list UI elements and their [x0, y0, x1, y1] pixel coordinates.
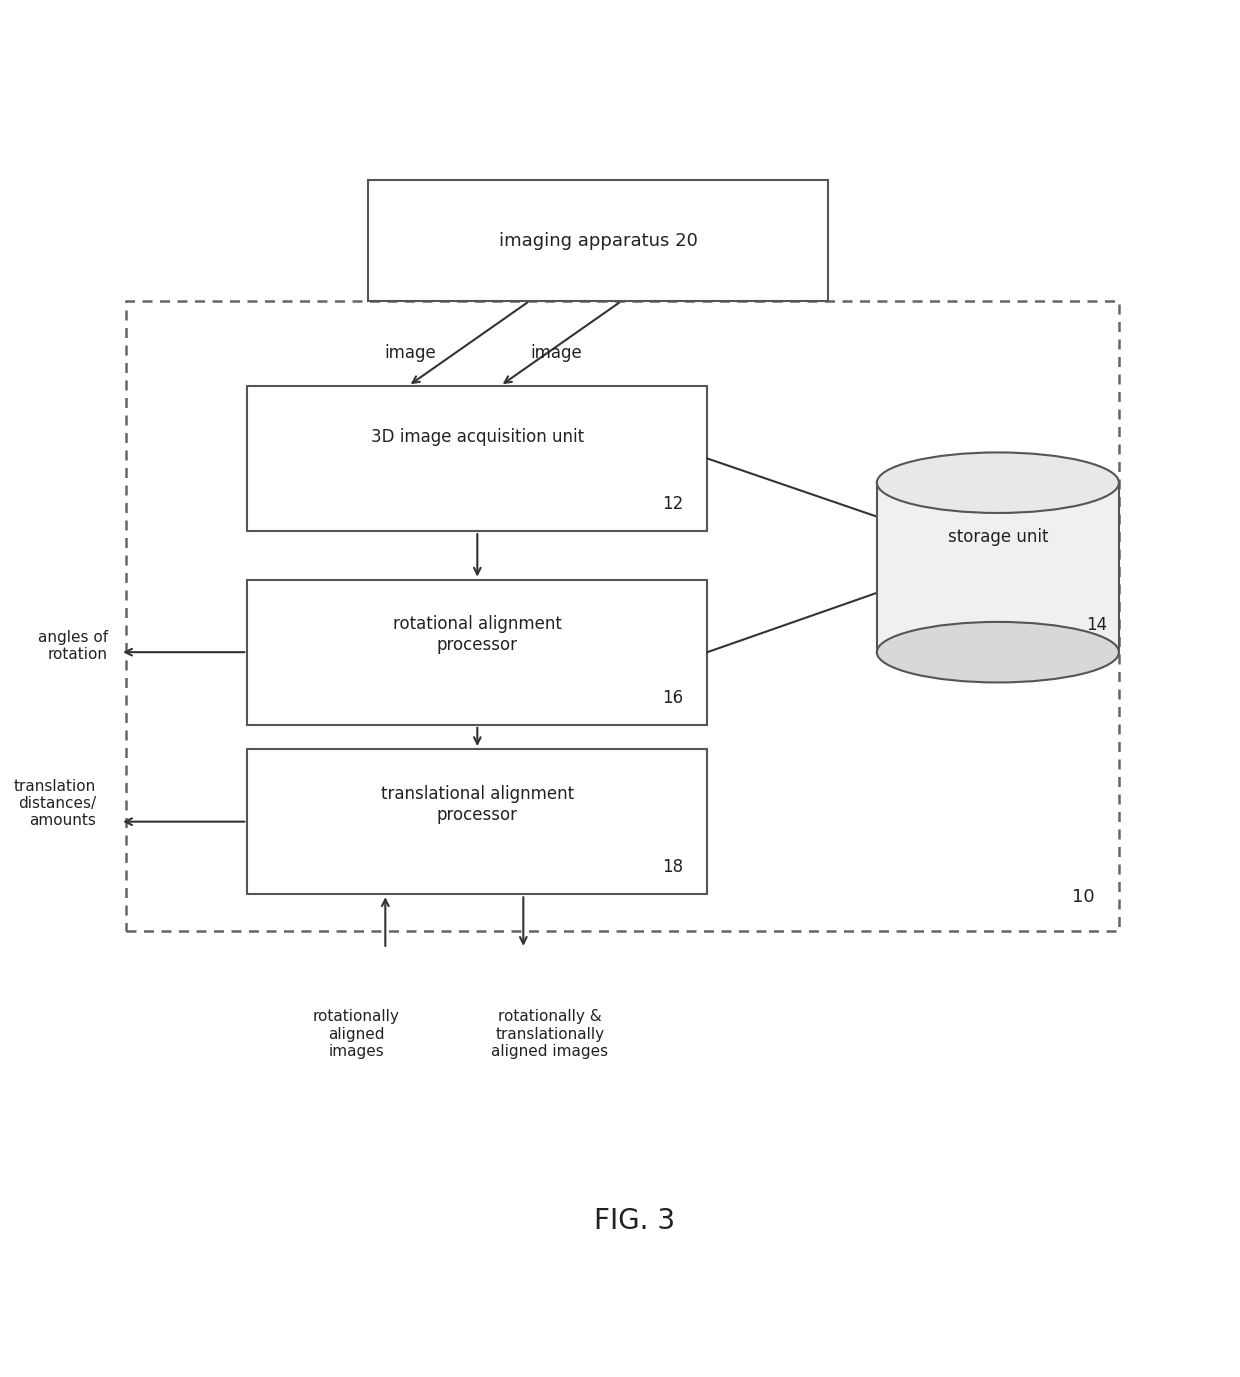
Text: rotationally &
translationally
aligned images: rotationally & translationally aligned i…	[491, 1009, 609, 1059]
Text: translation
distances/
amounts: translation distances/ amounts	[14, 778, 95, 829]
Text: 12: 12	[662, 494, 683, 514]
Text: 16: 16	[662, 688, 683, 706]
Text: imaging apparatus 20: imaging apparatus 20	[498, 231, 698, 249]
FancyBboxPatch shape	[126, 302, 1118, 931]
Text: 14: 14	[1086, 616, 1107, 633]
Text: 10: 10	[1073, 888, 1095, 906]
Text: image: image	[531, 344, 582, 362]
FancyBboxPatch shape	[247, 749, 707, 894]
Text: angles of
rotation: angles of rotation	[38, 629, 108, 662]
Text: 18: 18	[662, 858, 683, 876]
Ellipse shape	[877, 622, 1118, 683]
Text: rotationally
aligned
images: rotationally aligned images	[312, 1009, 399, 1059]
FancyBboxPatch shape	[877, 483, 1118, 653]
Text: translational alignment
processor: translational alignment processor	[381, 785, 574, 823]
Text: storage unit: storage unit	[947, 529, 1048, 547]
FancyBboxPatch shape	[247, 580, 707, 724]
Text: image: image	[384, 344, 436, 362]
Text: FIG. 3: FIG. 3	[594, 1208, 676, 1235]
FancyBboxPatch shape	[247, 386, 707, 532]
Text: 3D image acquisition unit: 3D image acquisition unit	[371, 428, 584, 446]
Text: rotational alignment
processor: rotational alignment processor	[393, 616, 562, 654]
FancyBboxPatch shape	[877, 483, 1118, 653]
Ellipse shape	[877, 453, 1118, 514]
FancyBboxPatch shape	[368, 180, 828, 302]
